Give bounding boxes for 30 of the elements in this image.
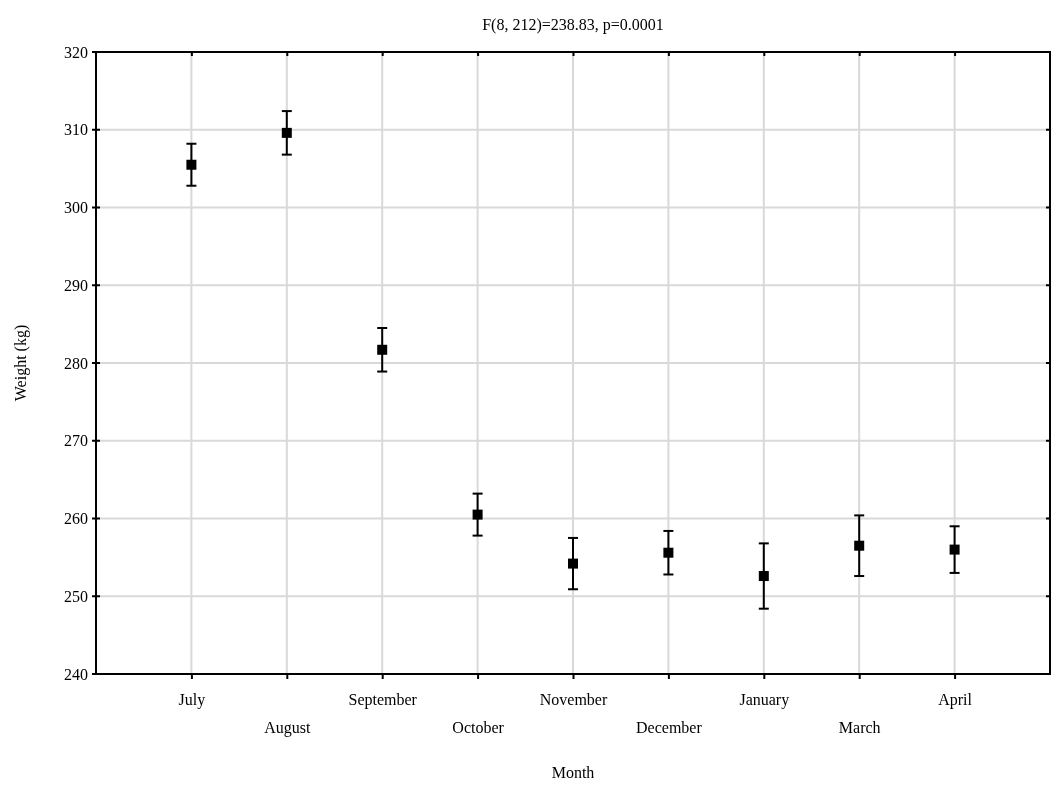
- point: [377, 344, 388, 355]
- x-tick-label: April: [938, 691, 973, 709]
- point: [854, 540, 865, 551]
- y-tick-label: 290: [64, 276, 88, 294]
- y-tick-label: 260: [64, 510, 88, 528]
- x-tick-label: July: [178, 691, 206, 709]
- y-tick-label: 280: [64, 354, 88, 372]
- x-tick-label: November: [539, 691, 608, 708]
- x-tick-label: December: [636, 719, 703, 736]
- point: [758, 571, 769, 582]
- y-tick-label: 300: [64, 199, 88, 217]
- point: [568, 558, 578, 569]
- y-tick-label: 320: [64, 43, 88, 61]
- x-tick-label: September: [348, 691, 418, 709]
- x-tick-label: October: [452, 719, 505, 736]
- y-axis-title: Weight (kg): [12, 324, 30, 402]
- y-tick-label: 270: [64, 432, 88, 450]
- point: [663, 547, 674, 558]
- chart-title: F(8, 212)=238.83, p=0.0001: [482, 16, 664, 34]
- point: [281, 127, 292, 138]
- y-tick-label: 310: [64, 121, 88, 139]
- x-tick-label: March: [838, 719, 881, 736]
- x-tick-label: January: [739, 691, 790, 709]
- point: [949, 544, 960, 555]
- y-tick-label: 250: [64, 587, 88, 605]
- point: [472, 509, 483, 520]
- x-tick-label: August: [264, 719, 311, 737]
- y-tick-label: 240: [64, 665, 88, 683]
- x-axis-title: Month: [551, 764, 595, 781]
- point: [186, 159, 197, 170]
